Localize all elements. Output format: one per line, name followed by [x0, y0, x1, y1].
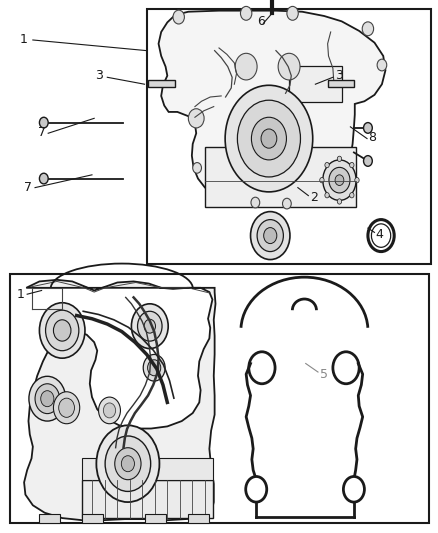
Circle shape — [325, 163, 329, 168]
Bar — [205, 147, 356, 207]
Circle shape — [35, 384, 60, 414]
Text: 1: 1 — [16, 288, 24, 301]
Circle shape — [41, 391, 54, 407]
Text: 7: 7 — [25, 181, 32, 194]
Circle shape — [343, 477, 364, 502]
Text: 3: 3 — [336, 69, 343, 82]
Circle shape — [240, 6, 252, 20]
Circle shape — [261, 129, 277, 148]
Circle shape — [246, 477, 267, 502]
Text: 6: 6 — [257, 15, 265, 28]
Bar — [39, 514, 60, 523]
Circle shape — [355, 177, 359, 183]
Circle shape — [96, 425, 159, 502]
Circle shape — [29, 376, 66, 421]
Circle shape — [364, 156, 372, 166]
Circle shape — [337, 199, 342, 204]
Text: 3: 3 — [95, 69, 102, 82]
Circle shape — [325, 192, 329, 198]
Circle shape — [350, 163, 354, 168]
Circle shape — [377, 59, 387, 71]
Polygon shape — [159, 11, 385, 204]
Text: 4: 4 — [375, 228, 383, 241]
Circle shape — [257, 220, 283, 252]
Text: 8: 8 — [368, 131, 376, 144]
Circle shape — [287, 6, 298, 20]
Circle shape — [333, 352, 359, 384]
Polygon shape — [328, 80, 354, 87]
Circle shape — [362, 22, 374, 36]
Circle shape — [337, 156, 342, 161]
Circle shape — [329, 167, 350, 193]
Circle shape — [237, 100, 300, 177]
Bar — [147, 9, 431, 264]
Circle shape — [225, 85, 313, 192]
Circle shape — [59, 398, 74, 417]
Circle shape — [53, 392, 80, 424]
Circle shape — [264, 228, 277, 244]
Circle shape — [39, 117, 48, 128]
Circle shape — [251, 212, 290, 260]
Bar — [82, 458, 213, 480]
Text: 5: 5 — [320, 368, 328, 381]
Circle shape — [39, 303, 85, 358]
Circle shape — [323, 160, 356, 200]
Circle shape — [144, 319, 155, 333]
Circle shape — [115, 448, 141, 480]
Circle shape — [283, 198, 291, 209]
Circle shape — [320, 177, 324, 183]
Polygon shape — [148, 80, 175, 87]
Circle shape — [251, 117, 286, 160]
Circle shape — [335, 175, 344, 185]
Circle shape — [143, 354, 165, 381]
Circle shape — [103, 403, 116, 418]
Polygon shape — [24, 280, 215, 520]
Circle shape — [188, 109, 204, 128]
Circle shape — [148, 360, 161, 376]
Circle shape — [138, 311, 162, 341]
Circle shape — [39, 173, 48, 184]
Text: 1: 1 — [20, 34, 28, 46]
Bar — [145, 514, 166, 523]
Bar — [289, 66, 342, 102]
Circle shape — [364, 123, 372, 133]
Bar — [82, 514, 103, 523]
Circle shape — [131, 304, 168, 349]
Circle shape — [235, 53, 257, 80]
Circle shape — [46, 310, 79, 351]
Bar — [82, 480, 213, 518]
Circle shape — [121, 456, 134, 472]
Circle shape — [105, 436, 151, 491]
Circle shape — [173, 10, 184, 24]
Circle shape — [251, 197, 260, 208]
Circle shape — [193, 163, 201, 173]
Circle shape — [350, 192, 354, 198]
Text: 2: 2 — [311, 191, 318, 204]
Circle shape — [99, 397, 120, 424]
Bar — [10, 274, 429, 523]
Bar — [188, 514, 209, 523]
Circle shape — [278, 53, 300, 80]
Circle shape — [53, 320, 71, 341]
Text: 7: 7 — [38, 126, 46, 139]
Circle shape — [249, 352, 275, 384]
